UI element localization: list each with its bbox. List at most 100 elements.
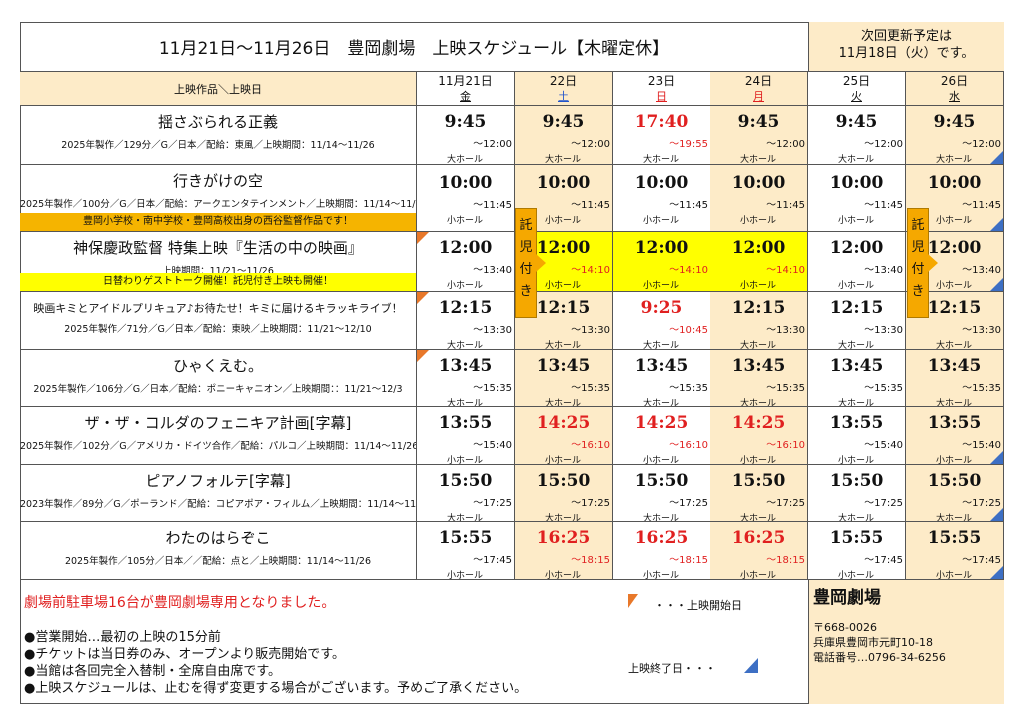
end-time: ～11:45 [473, 200, 512, 211]
end-time: ～12:00 [571, 139, 610, 150]
showtime-cell: 12:15 ～13:30 大ホール [808, 292, 906, 350]
movie-note: 豊岡小学校・南中学校・豊岡高校出身の西谷監督作品です！ [20, 213, 416, 231]
movie-title: 映画キミとアイドルプリキュア♪お待たせ！キミに届けるキラッキライブ！ [33, 302, 403, 315]
hall-name: 小ホール [936, 456, 973, 465]
badge-char: 付 [911, 262, 925, 277]
start-time: 12:15 [829, 298, 884, 318]
end-time: ～15:35 [864, 383, 903, 394]
showtime-cell: 15:50 ～17:25 大ホール [710, 465, 808, 522]
end-time: ～15:35 [571, 383, 610, 394]
day-weekday: 土 [558, 90, 569, 103]
hall-name: 大ホール [838, 399, 875, 407]
start-time: 10:00 [634, 173, 689, 193]
end-time: ～12:00 [962, 139, 1001, 150]
hall-name: 大ホール [643, 514, 680, 522]
start-day-marker-icon [417, 350, 429, 362]
showtime-cell: 15:50 ～17:25 大ホール [417, 465, 515, 522]
start-time: 15:55 [438, 528, 493, 548]
movie-title: 神保慶政監督 特集上映『生活の中の映画』 [73, 239, 363, 257]
hall-name: 小ホール [545, 216, 582, 226]
start-time: 10:00 [731, 173, 786, 193]
theater-postal: 〒668-0026 [813, 621, 877, 634]
showtime-cell: 17:40 ～19:55 大ホール [613, 106, 711, 165]
hall-name: 大ホール [936, 341, 973, 350]
end-day-marker-icon [990, 508, 1003, 521]
start-day-marker-icon [417, 232, 429, 244]
start-time: 15:50 [927, 471, 982, 491]
showtime-cell: 15:50 ～17:25 大ホール [613, 465, 711, 522]
end-time: ～16:10 [571, 440, 610, 451]
hall-name: 大ホール [838, 514, 875, 522]
hall-name: 小ホール [447, 456, 484, 465]
day-weekday: 火 [851, 90, 862, 103]
movie-row-title: ピアノフォルテ[字幕] 2023年製作／89分／G／ポーランド／配給：コピアポア… [20, 465, 417, 522]
start-time: 12:00 [536, 238, 591, 258]
hall-name: 小ホール [643, 456, 680, 465]
showtime-cell: 12:00 ～13:40 小ホール [417, 232, 515, 292]
start-time: 15:50 [536, 471, 591, 491]
end-time: ～13:40 [864, 265, 903, 276]
start-time: 12:15 [927, 298, 982, 318]
showtime-cell: 10:00 ～11:45 小ホール [710, 165, 808, 232]
movie-row-title: 揺さぶられる正義 2025年製作／129分／G／日本／配給：東風／上映期間：11… [20, 106, 417, 165]
hall-name: 大ホール [447, 341, 484, 350]
start-time: 14:25 [536, 413, 591, 433]
showtime-cell: 15:55 ～17:45 小ホール [906, 522, 1004, 580]
movie-title: ピアノフォルテ[字幕] [145, 472, 291, 490]
start-day-legend-icon [628, 594, 638, 608]
movie-row-title: ザ・ザ・コルダのフェニキア計画[字幕] 2025年製作／102分／G／アメリカ・… [20, 407, 417, 465]
end-day-legend-icon [744, 658, 758, 673]
day-header: 22日 土 [515, 72, 613, 106]
movie-info: 上映期間：11/21～11/26 [162, 266, 274, 277]
theater-name: 豊岡劇場 [813, 588, 881, 608]
info-bullet: ●営業開始…最初の上映の15分前 [24, 630, 221, 645]
start-time: 15:50 [731, 471, 786, 491]
end-time: ～10:45 [669, 325, 708, 336]
end-time: ～19:55 [669, 139, 708, 150]
start-time: 12:15 [536, 298, 591, 318]
info-bullet: ●チケットは当日券のみ、オープンより販売開始です。 [24, 647, 346, 662]
hall-name: 大ホール [936, 399, 973, 407]
showtime-cell: 13:55 ～15:40 小ホール [417, 407, 515, 465]
start-time: 16:25 [536, 528, 591, 548]
day-date: 25日 [842, 74, 871, 88]
start-time: 13:45 [927, 356, 982, 376]
showtime-cell: 13:45 ～15:35 大ホール [515, 350, 613, 407]
info-bullet: ●上映スケジュールは、止むを得ず変更する場合がございます。予めご了承ください。 [24, 681, 528, 696]
end-time: ～15:35 [962, 383, 1001, 394]
start-time: 9:45 [737, 112, 780, 132]
hall-name: 大ホール [740, 155, 777, 165]
hall-name: 小ホール [545, 456, 582, 465]
parking-notice: 劇場前駐車場16台が豊岡劇場専用となりました。 [24, 595, 336, 611]
badge-char: 託 [911, 218, 925, 233]
day-date: 24日 [744, 74, 773, 88]
end-time: ～13:40 [473, 265, 512, 276]
showtime-cell: 16:25 ～18:15 小ホール [710, 522, 808, 580]
day-date: 22日 [549, 74, 578, 88]
hall-name: 大ホール [447, 155, 484, 165]
end-time: ～15:40 [864, 440, 903, 451]
end-time: ～12:00 [473, 139, 512, 150]
hall-name: 大ホール [447, 514, 484, 522]
end-time: ～17:45 [962, 555, 1001, 566]
showtime-cell: 15:55 ～17:45 小ホール [808, 522, 906, 580]
start-time: 15:50 [634, 471, 689, 491]
hall-name: 小ホール [838, 456, 875, 465]
end-time: ～17:45 [473, 555, 512, 566]
showtime-cell: 16:25 ～18:15 小ホール [515, 522, 613, 580]
movie-info: 2023年製作／89分／G／ポーランド／配給：コピアポア・フィルム／上映期間：1… [20, 499, 417, 510]
end-time: ～13:30 [571, 325, 610, 336]
end-time: ～17:25 [571, 498, 610, 509]
end-time: ～16:10 [766, 440, 805, 451]
day-header: 25日 火 [808, 72, 906, 106]
day-weekday: 金 [460, 90, 471, 103]
hall-name: 大ホール [643, 399, 680, 407]
hall-name: 小ホール [643, 571, 680, 580]
start-time: 12:00 [927, 238, 982, 258]
showtime-cell: 10:00 ～11:45 小ホール [515, 165, 613, 232]
movie-note: 日替わりゲストトーク開催！託児付き上映も開催！ [20, 273, 416, 291]
showtime-cell: 12:00 ～14:10 小ホール [710, 232, 808, 292]
hall-name: 大ホール [838, 341, 875, 350]
showtime-cell: 12:15 ～13:30 大ホール [417, 292, 515, 350]
day-header: 26日 水 [906, 72, 1004, 106]
